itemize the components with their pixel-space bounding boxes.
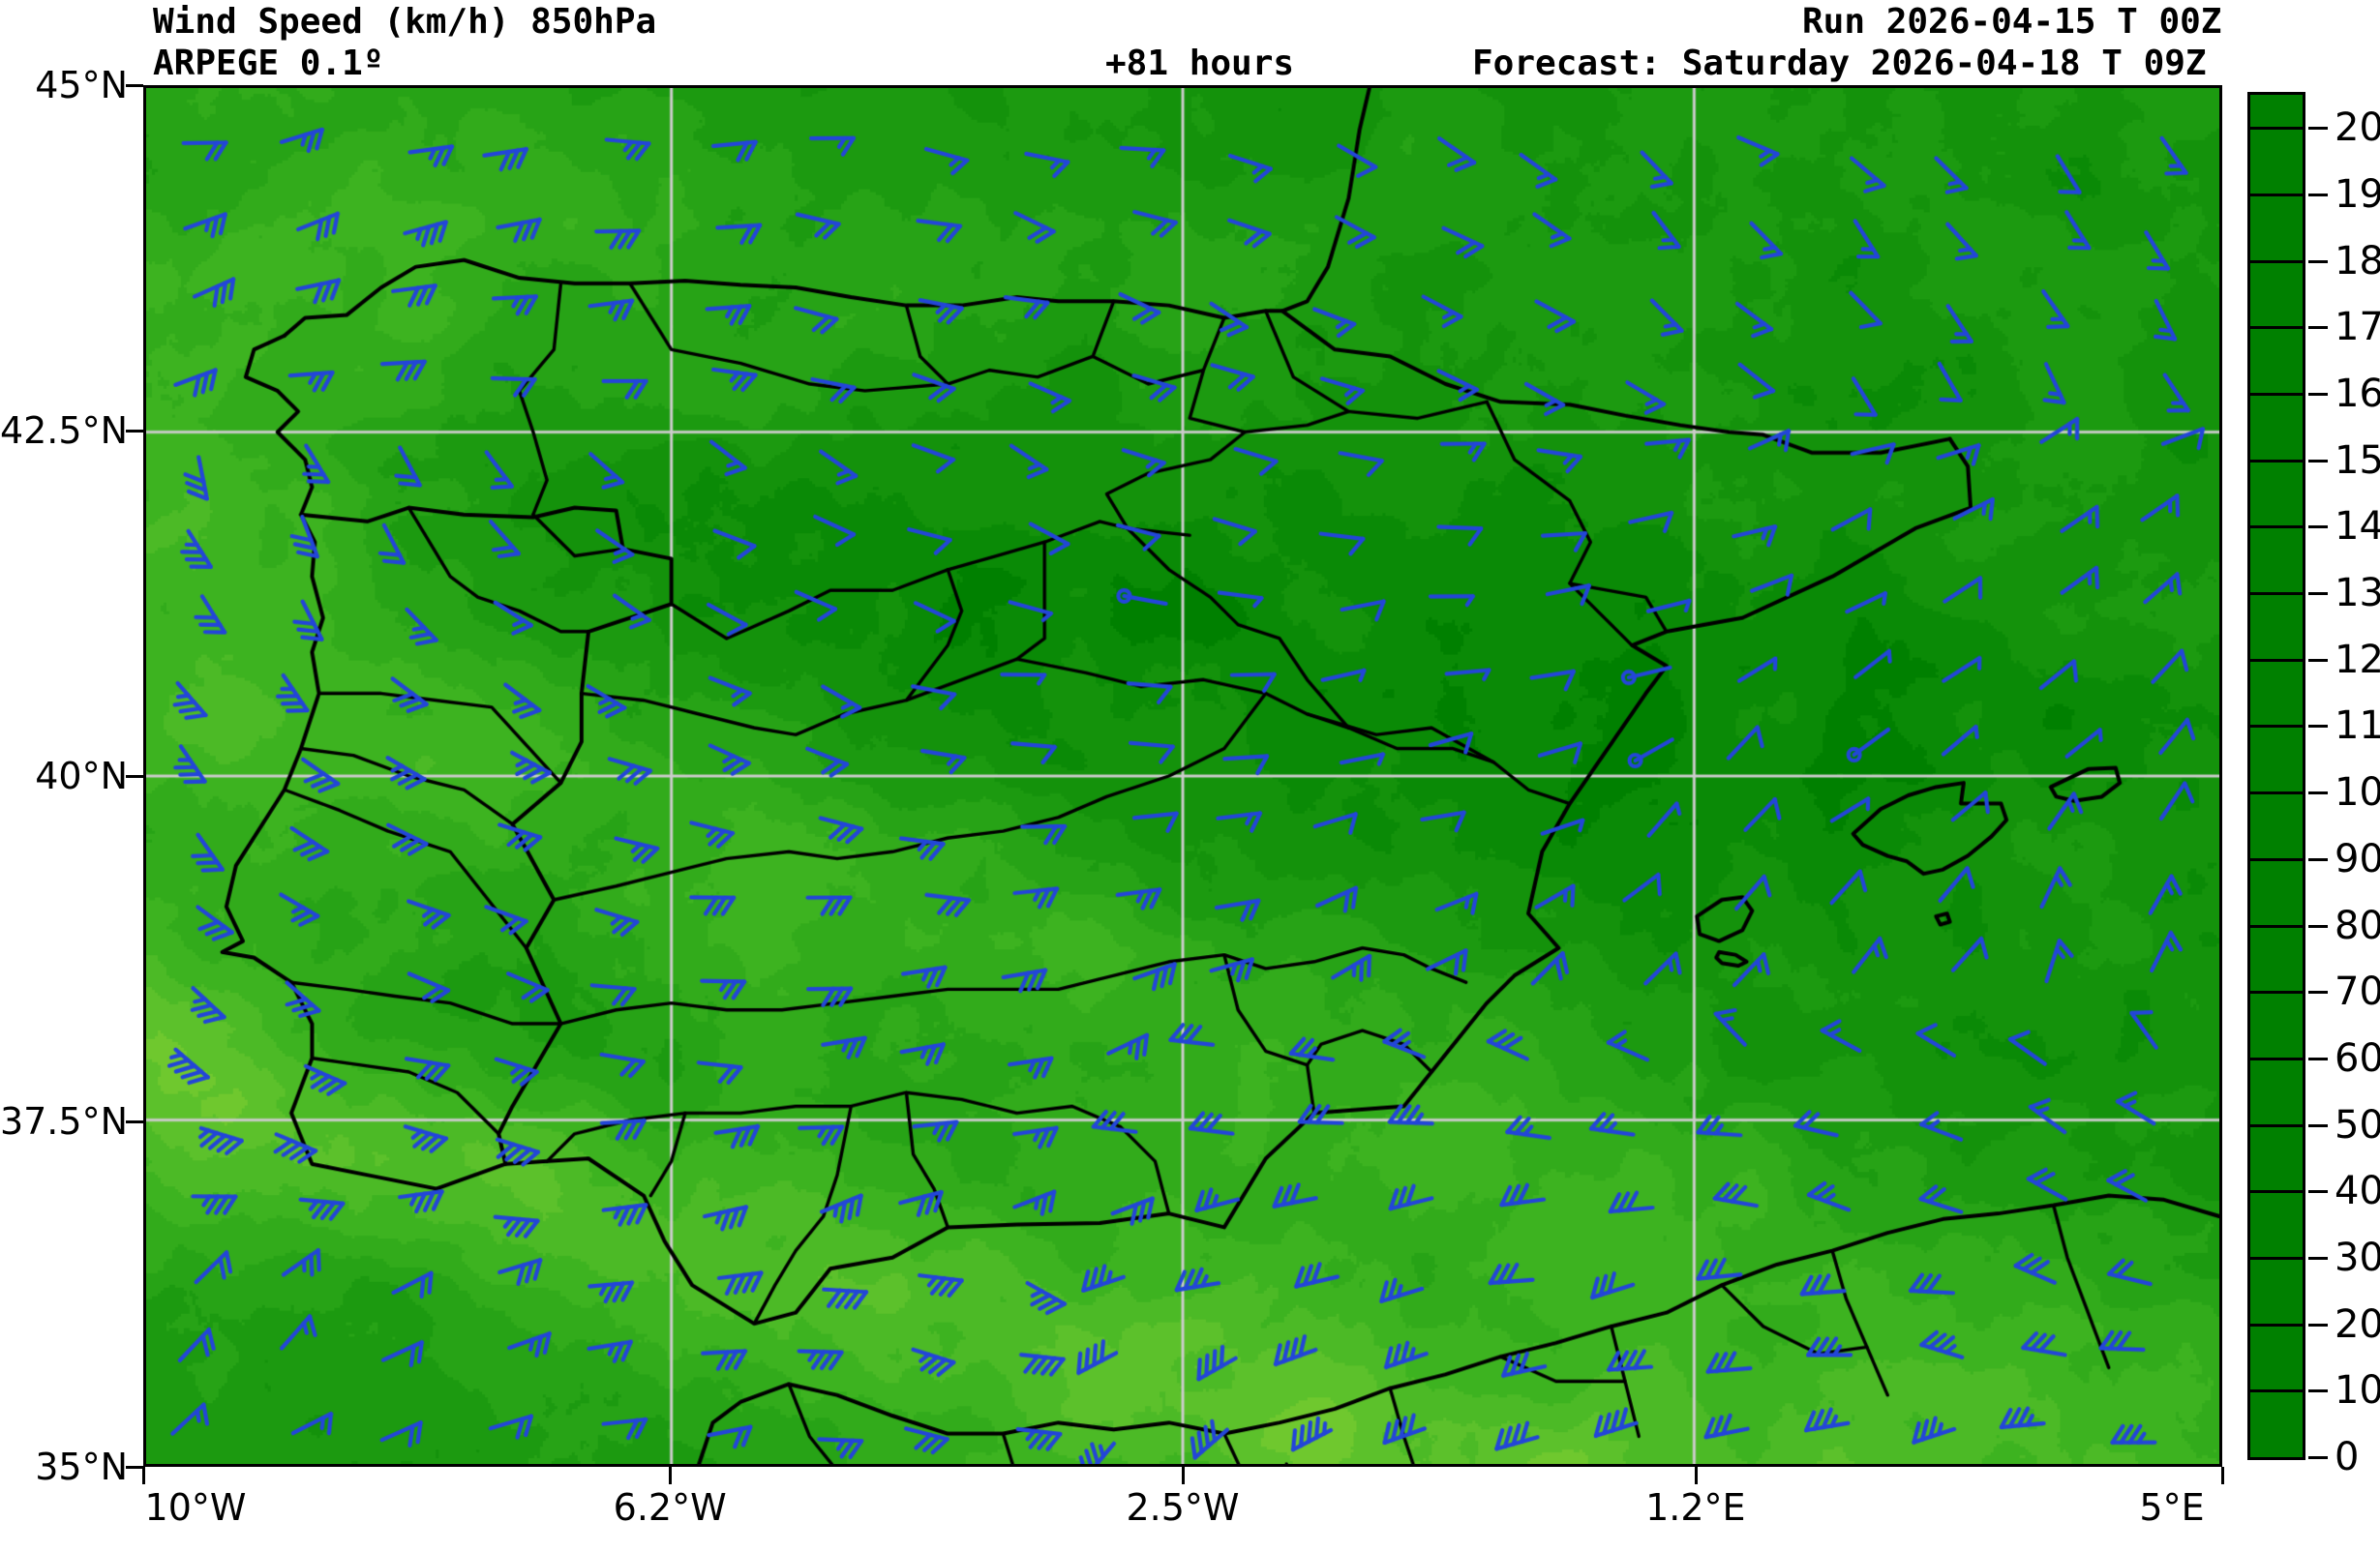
model-label: ARPEGE 0.1º bbox=[153, 44, 384, 83]
colorbar-separator bbox=[2250, 857, 2303, 861]
y-axis-label: 35°N bbox=[35, 1446, 128, 1488]
colorbar-label: 100 bbox=[2335, 770, 2380, 816]
x-axis-tick bbox=[142, 1467, 145, 1484]
x-axis-tick bbox=[669, 1467, 673, 1484]
colorbar-label: 30 bbox=[2335, 1235, 2380, 1280]
colorbar-tick bbox=[2308, 725, 2328, 729]
x-axis-tick bbox=[1182, 1467, 1185, 1484]
colorbar-tick bbox=[2308, 1190, 2328, 1194]
colorbar-label: 140 bbox=[2335, 504, 2380, 550]
colorbar-tick bbox=[2308, 1323, 2328, 1327]
colorbar-label: 130 bbox=[2335, 571, 2380, 616]
colorbar-tick bbox=[2308, 791, 2328, 795]
colorbar-label: 0 bbox=[2335, 1435, 2360, 1479]
x-axis-label: 1.2°E bbox=[1645, 1486, 1746, 1529]
colorbar-separator bbox=[2250, 592, 2303, 596]
colorbar-separator bbox=[2250, 393, 2303, 397]
colorbar-label: 20 bbox=[2335, 1301, 2380, 1347]
chart-title: Wind Speed (km/h) 850hPa bbox=[153, 2, 657, 42]
y-axis-tick bbox=[126, 84, 143, 87]
colorbar-tick bbox=[2308, 924, 2328, 928]
x-axis-label: 10°W bbox=[144, 1486, 247, 1529]
y-axis-label: 45°N bbox=[35, 64, 128, 106]
x-axis-tick bbox=[1694, 1467, 1698, 1484]
colorbar-separator bbox=[2250, 991, 2303, 995]
colorbar-separator bbox=[2250, 658, 2303, 662]
colorbar-separator bbox=[2250, 1190, 2303, 1194]
colorbar-tick bbox=[2308, 857, 2328, 861]
colorbar-label: 10 bbox=[2335, 1368, 2380, 1414]
x-axis-label: 2.5°W bbox=[1126, 1486, 1240, 1529]
run-time-label: Run 2026-04-15 T 00Z bbox=[1802, 2, 2222, 42]
colorbar-separator bbox=[2250, 525, 2303, 529]
colorbar-label: 40 bbox=[2335, 1169, 2380, 1214]
colorbar-tick bbox=[2308, 658, 2328, 662]
colorbar-label: 60 bbox=[2335, 1035, 2380, 1081]
colorbar-separator bbox=[2250, 259, 2303, 263]
colorbar-separator bbox=[2250, 459, 2303, 463]
colorbar-label: 180 bbox=[2335, 238, 2380, 284]
colorbar-tick bbox=[2308, 525, 2328, 529]
colorbar-tick bbox=[2308, 326, 2328, 330]
forecast-time-label: Forecast: Saturday 2026-04-18 T 09Z bbox=[1472, 44, 2207, 83]
y-axis-label: 40°N bbox=[35, 755, 128, 797]
colorbar bbox=[2247, 92, 2305, 1460]
colorbar-separator bbox=[2250, 127, 2303, 131]
x-axis-label: 5°E bbox=[2139, 1486, 2205, 1529]
colorbar-tick bbox=[2308, 259, 2328, 263]
colorbar-label: 50 bbox=[2335, 1102, 2380, 1148]
wind-speed-heatmap-canvas bbox=[146, 88, 2219, 1464]
y-axis-label: 37.5°N bbox=[0, 1100, 128, 1143]
colorbar-separator bbox=[2250, 791, 2303, 795]
colorbar-tick bbox=[2308, 1057, 2328, 1060]
colorbar-tick bbox=[2308, 127, 2328, 131]
colorbar-label: 120 bbox=[2335, 637, 2380, 682]
colorbar-label: 200 bbox=[2335, 105, 2380, 151]
map-plot-area bbox=[143, 85, 2222, 1467]
y-axis-label: 42.5°N bbox=[0, 409, 128, 452]
colorbar-tick bbox=[2308, 1456, 2328, 1459]
lead-time-label: +81 hours bbox=[1105, 44, 1295, 83]
colorbar-label: 90 bbox=[2335, 836, 2380, 881]
colorbar-tick bbox=[2308, 459, 2328, 463]
colorbar-tick bbox=[2308, 592, 2328, 596]
colorbar-tick bbox=[2308, 1389, 2328, 1393]
colorbar-label: 80 bbox=[2335, 903, 2380, 948]
colorbar-separator bbox=[2250, 924, 2303, 928]
x-axis-tick bbox=[2221, 1467, 2224, 1484]
colorbar-label: 110 bbox=[2335, 703, 2380, 749]
colorbar-label: 70 bbox=[2335, 970, 2380, 1015]
colorbar-separator bbox=[2250, 326, 2303, 330]
colorbar-tick bbox=[2308, 1256, 2328, 1260]
y-axis-tick bbox=[126, 1466, 143, 1469]
colorbar-tick bbox=[2308, 1123, 2328, 1127]
colorbar-separator bbox=[2250, 1057, 2303, 1060]
colorbar-separator bbox=[2250, 1256, 2303, 1260]
colorbar-separator bbox=[2250, 725, 2303, 729]
x-axis-label: 6.2°W bbox=[613, 1486, 727, 1529]
colorbar-label: 150 bbox=[2335, 437, 2380, 483]
colorbar-label: 160 bbox=[2335, 372, 2380, 417]
colorbar-label: 190 bbox=[2335, 172, 2380, 218]
colorbar-label: 170 bbox=[2335, 305, 2380, 350]
colorbar-gradient bbox=[2250, 95, 2303, 1457]
colorbar-separator bbox=[2250, 1323, 2303, 1327]
colorbar-tick bbox=[2308, 194, 2328, 197]
colorbar-separator bbox=[2250, 1123, 2303, 1127]
y-axis-tick bbox=[126, 1120, 143, 1123]
colorbar-tick bbox=[2308, 393, 2328, 397]
colorbar-separator bbox=[2250, 1389, 2303, 1393]
y-axis-tick bbox=[126, 430, 143, 433]
colorbar-separator bbox=[2250, 194, 2303, 197]
y-axis-tick bbox=[126, 775, 143, 778]
colorbar-tick bbox=[2308, 991, 2328, 995]
